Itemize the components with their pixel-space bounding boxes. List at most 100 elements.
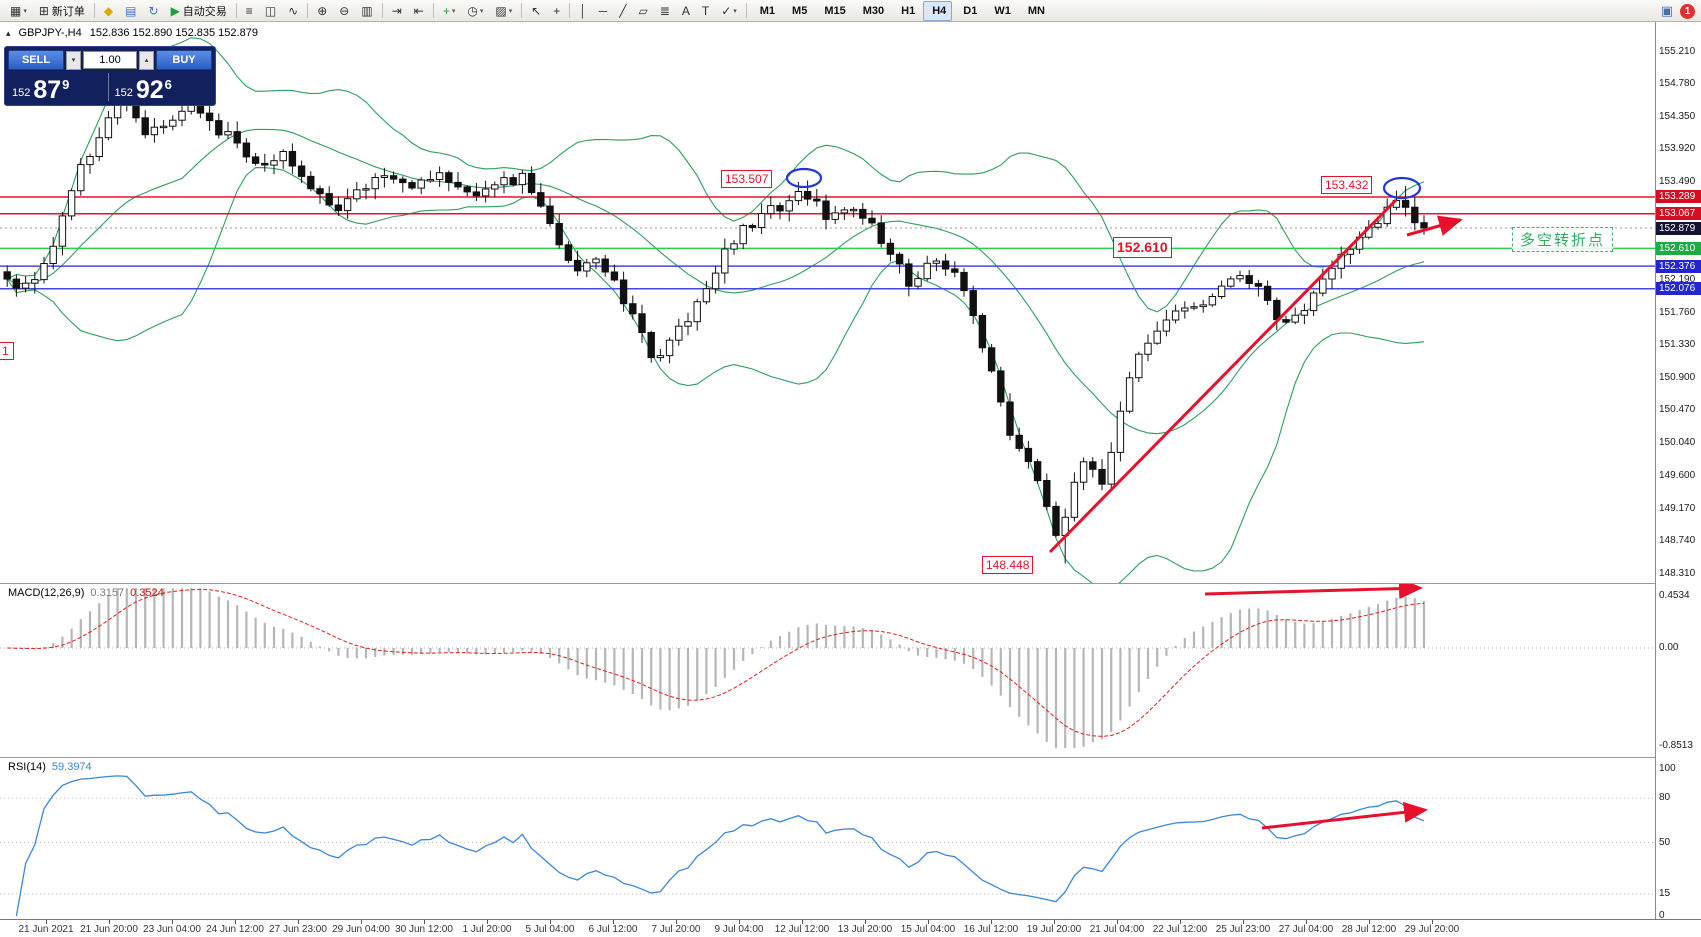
swing-high-1-flag[interactable]: 153.507 [721, 170, 773, 188]
time-label[interactable]: 22 Jul 12:00 [1152, 924, 1208, 935]
candlesticks-button[interactable]: ◫ [260, 1, 281, 21]
tf-m1-button[interactable]: M1 [751, 1, 781, 21]
crosshair-button[interactable]: + [548, 1, 565, 21]
panel-toggle-icon[interactable]: ▣ [1660, 3, 1673, 18]
text-label-button[interactable]: T [697, 1, 714, 21]
tf-h1-button[interactable]: H1 [892, 1, 921, 21]
buy-price[interactable]: 152 92 6 [115, 77, 209, 103]
time-label[interactable]: 29 Jul 20:00 [1404, 924, 1460, 935]
templates-button[interactable]: ▨ ▾ [490, 1, 517, 21]
trend-arrow-1[interactable] [1048, 198, 1398, 554]
main-chart-canvas[interactable] [0, 22, 1655, 583]
time-label[interactable]: 27 Jul 04:00 [1278, 924, 1334, 935]
lot-increase-button[interactable]: ▴ [139, 50, 154, 70]
time-label[interactable]: 25 Jul 23:00 [1215, 924, 1271, 935]
time-label[interactable]: 28 Jul 12:00 [1341, 924, 1397, 935]
rsi-trend-arrow[interactable] [1261, 801, 1428, 830]
line-chart-button[interactable]: ∿ [283, 1, 303, 21]
time-label[interactable]: 23 Jun 04:00 [143, 924, 201, 935]
refresh-button[interactable]: ↻ [144, 1, 164, 21]
time-label[interactable]: 6 Jul 12:00 [588, 924, 638, 935]
price-scale[interactable]: 155.210 154.780 154.350 153.920 153.490 152.1… [1655, 22, 1701, 921]
new-order-button[interactable]: ⊞ 新订单 [34, 1, 90, 21]
vertical-line-button[interactable]: │ [574, 1, 592, 21]
time-label[interactable]: 24 Jun 12:00 [206, 924, 264, 935]
candle-body [914, 278, 922, 287]
candle-body [1217, 285, 1226, 298]
text-button[interactable]: A [677, 1, 695, 21]
zoom-in-button[interactable]: ⊕ [312, 1, 332, 21]
auto-scroll-button[interactable]: ⇥ [387, 1, 407, 21]
sell-price[interactable]: 152 87 9 [12, 77, 106, 103]
swing-high-2-flag[interactable]: 153.432 [1321, 176, 1373, 194]
time-label[interactable]: 21 Jul 04:00 [1089, 924, 1145, 935]
time-label[interactable]: 12 Jul 12:00 [774, 924, 830, 935]
trend-arrow-2[interactable] [1406, 215, 1463, 237]
time-label[interactable]: 9 Jul 04:00 [714, 924, 764, 935]
time-tick [802, 920, 803, 924]
time-tick [1180, 920, 1181, 924]
auto-trading-button[interactable]: ▶ 自动交易 [166, 1, 232, 21]
rsi-canvas[interactable] [0, 758, 1655, 918]
time-label[interactable]: 15 Jul 04:00 [900, 924, 956, 935]
circle-annotation-2[interactable] [1382, 176, 1422, 200]
time-tick [424, 920, 425, 924]
panel-separator[interactable] [0, 757, 1701, 758]
candle-body [1116, 410, 1125, 453]
time-label[interactable]: 7 Jul 20:00 [651, 924, 701, 935]
tf-m15-button[interactable]: M15 [815, 1, 851, 21]
candle-body [1006, 401, 1014, 436]
time-label[interactable]: 13 Jul 20:00 [837, 924, 893, 935]
notification-badge[interactable]: 1 [1680, 3, 1695, 19]
chart-shift-button[interactable]: ⇤ [409, 1, 429, 21]
time-label[interactable]: 1 Jul 20:00 [462, 924, 512, 935]
time-label[interactable]: 21 Jun 2021 [18, 924, 74, 935]
turning-point-label[interactable]: 多空转折点 [1512, 227, 1614, 252]
collapse-widget-icon[interactable]: ▴ [6, 27, 11, 38]
left-edge-flag[interactable]: 1 [0, 342, 14, 360]
buy-button[interactable]: BUY [156, 50, 212, 70]
tf-w1-button[interactable]: W1 [985, 1, 1017, 21]
arrows-button[interactable]: ✓ ▾ [716, 1, 742, 21]
time-label[interactable]: 29 Jun 04:00 [332, 924, 390, 935]
circle-annotation-1[interactable] [785, 167, 823, 189]
tile-windows-button[interactable]: ▥ [356, 1, 377, 21]
panel-separator[interactable] [0, 583, 1701, 584]
tf-h4-button[interactable]: H4 [923, 0, 953, 21]
macd-canvas[interactable] [0, 584, 1655, 757]
indicators-button[interactable]: + ▾ [438, 1, 461, 21]
time-label[interactable]: 27 Jun 23:00 [269, 924, 327, 935]
new-chart-button[interactable]: ▦ ▾ [5, 1, 32, 21]
tf-m30-button[interactable]: M30 [854, 1, 890, 21]
swing-low-flag[interactable]: 148.448 [982, 556, 1034, 574]
time-label[interactable]: 19 Jul 20:00 [1026, 924, 1082, 935]
time-label[interactable]: 16 Jul 12:00 [963, 924, 1019, 935]
time-label[interactable]: 5 Jul 04:00 [525, 924, 575, 935]
tf-d1-button[interactable]: D1 [954, 1, 983, 21]
price-badge-153.067: 153.067 [1656, 207, 1701, 220]
trendline-button[interactable]: ╱ [614, 1, 631, 21]
candle-body [1328, 267, 1336, 280]
lot-decrease-button[interactable]: ▾ [66, 50, 81, 70]
ohlc-bars-button[interactable]: ≡ [241, 1, 258, 21]
fibonacci-button[interactable]: ≣ [655, 1, 675, 21]
time-axis[interactable]: 21 Jun 2021 21 Jun 20:00 23 Jun 04:00 24 Ju… [0, 919, 1701, 937]
zoom-out-button[interactable]: ⊖ [334, 1, 354, 21]
tf-m5-button[interactable]: M5 [783, 1, 813, 21]
periods-button[interactable]: ◷ ▾ [462, 1, 488, 21]
tf-mn-button[interactable]: MN [1019, 1, 1051, 21]
buy-price-pip: 6 [164, 77, 172, 92]
horizontal-line-button[interactable]: ─ [594, 1, 613, 21]
metaeditor-button[interactable]: ◆ [99, 1, 118, 21]
lot-size-input[interactable]: 1.00 [83, 51, 137, 69]
market-watch-button[interactable]: ▤ [120, 1, 141, 21]
candle-body [3, 271, 11, 280]
time-label[interactable]: 30 Jun 12:00 [395, 924, 453, 935]
sell-button[interactable]: SELL [8, 50, 64, 70]
time-label[interactable]: 21 Jun 20:00 [80, 924, 138, 935]
support-level-flag[interactable]: 152.610 [1113, 237, 1172, 258]
cursor-button[interactable]: ↖ [526, 1, 546, 21]
equidistant-channel-button[interactable]: ▱ [634, 1, 653, 21]
macd-trend-arrow[interactable] [1204, 584, 1423, 600]
price-scale-label: 155.210 [1659, 46, 1696, 57]
